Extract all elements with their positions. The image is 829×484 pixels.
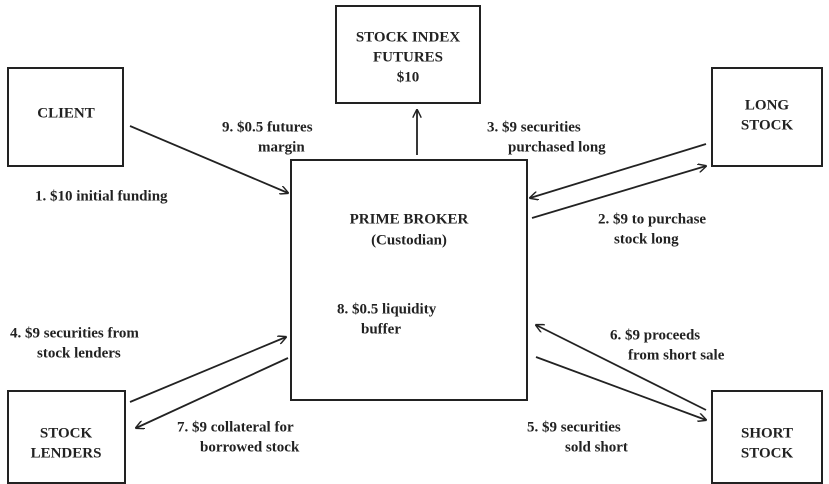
futures-box <box>335 5 481 104</box>
flow-label: from short sale <box>628 347 725 363</box>
node-label: LENDERS <box>31 445 102 461</box>
flow-label: borrowed stock <box>200 439 300 455</box>
arrows <box>129 110 707 428</box>
flow-label: 7. $9 collateral for <box>177 419 294 435</box>
arrow <box>129 125 288 193</box>
node-label: STOCK INDEX <box>356 29 461 45</box>
arrow <box>531 166 706 219</box>
flow-label: 2. $9 to purchase <box>598 211 706 227</box>
flow-label: buffer <box>361 321 401 337</box>
arrow <box>530 143 707 198</box>
flow-label: 6. $9 proceeds <box>610 327 700 343</box>
flow-label: purchased long <box>508 139 606 155</box>
client-box <box>7 67 124 167</box>
flow-label: stock long <box>614 231 679 247</box>
short-box <box>711 390 823 484</box>
flow-label: 3. $9 securities <box>487 119 581 135</box>
flow-label: 9. $0.5 futures <box>222 119 313 135</box>
node-label: STOCK <box>40 425 93 441</box>
arrow <box>136 357 289 428</box>
node-label: CLIENT <box>37 105 95 121</box>
node-label: SHORT <box>741 425 793 441</box>
node-label: $10 <box>397 69 420 85</box>
flow-label: 5. $9 securities <box>527 419 621 435</box>
node-label: STOCK <box>741 445 794 461</box>
arrow <box>129 337 286 403</box>
node-label: PRIME BROKER <box>350 211 469 227</box>
flow-label: margin <box>258 139 305 155</box>
node-labels: CLIENT STOCK INDEX FUTURES $10 LONG STOC… <box>31 29 794 461</box>
node-label: LONG <box>745 97 790 113</box>
lenders-box <box>7 390 126 484</box>
flow-label: sold short <box>565 439 628 455</box>
node-label: STOCK <box>741 117 794 133</box>
flow-labels: 1. $10 initial funding 2. $9 to purchase… <box>10 119 725 455</box>
arrow <box>535 356 706 420</box>
prime-broker-box <box>290 159 528 401</box>
flow-label: 1. $10 initial funding <box>35 188 168 204</box>
node-label: FUTURES <box>373 49 443 65</box>
arrow <box>536 325 707 411</box>
node-label: (Custodian) <box>371 232 447 248</box>
flow-label: 4. $9 securities from <box>10 325 139 341</box>
long-box <box>711 67 823 167</box>
flow-label: stock lenders <box>37 345 121 361</box>
flow-label: 8. $0.5 liquidity <box>337 301 437 317</box>
boxes <box>7 5 823 484</box>
